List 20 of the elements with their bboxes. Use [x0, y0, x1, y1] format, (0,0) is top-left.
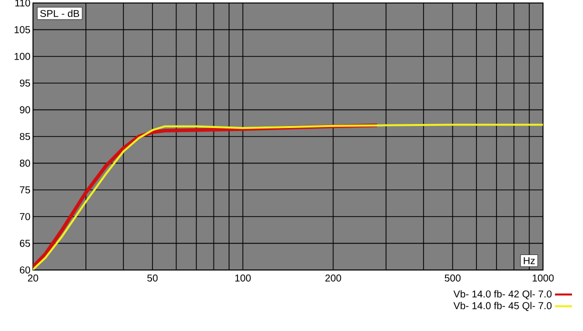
x-tick-label: 200: [325, 274, 342, 282]
x-tick-label: 20: [28, 274, 38, 282]
x-tick-label: 50: [147, 274, 158, 282]
x-tick-label: 100: [235, 274, 251, 282]
y-tick-label: 75: [20, 186, 30, 194]
x-axis-title: Hz: [524, 257, 535, 264]
y-tick-label: 80: [20, 160, 30, 167]
y-tick-label: 85: [20, 132, 30, 140]
x-tick-label: 1000: [532, 274, 554, 282]
legend-label: Vb- 14.0 fb- 42 Ql- 7.0: [453, 290, 552, 300]
y-tick-label: 60: [20, 266, 30, 274]
y-tick-label: 105: [14, 26, 30, 34]
legend-label: Vb- 14.0 fb- 45 Ql- 7.0: [453, 302, 552, 312]
y-tick-label: 65: [20, 240, 30, 247]
y-tick-label: 95: [20, 80, 30, 87]
y-tick-label: 70: [20, 213, 30, 220]
y-axis-title: SPL - dB: [40, 10, 80, 18]
y-tick-label: 90: [20, 106, 30, 114]
x-tick-label: 500: [444, 274, 461, 282]
y-tick-label: 100: [14, 52, 30, 60]
